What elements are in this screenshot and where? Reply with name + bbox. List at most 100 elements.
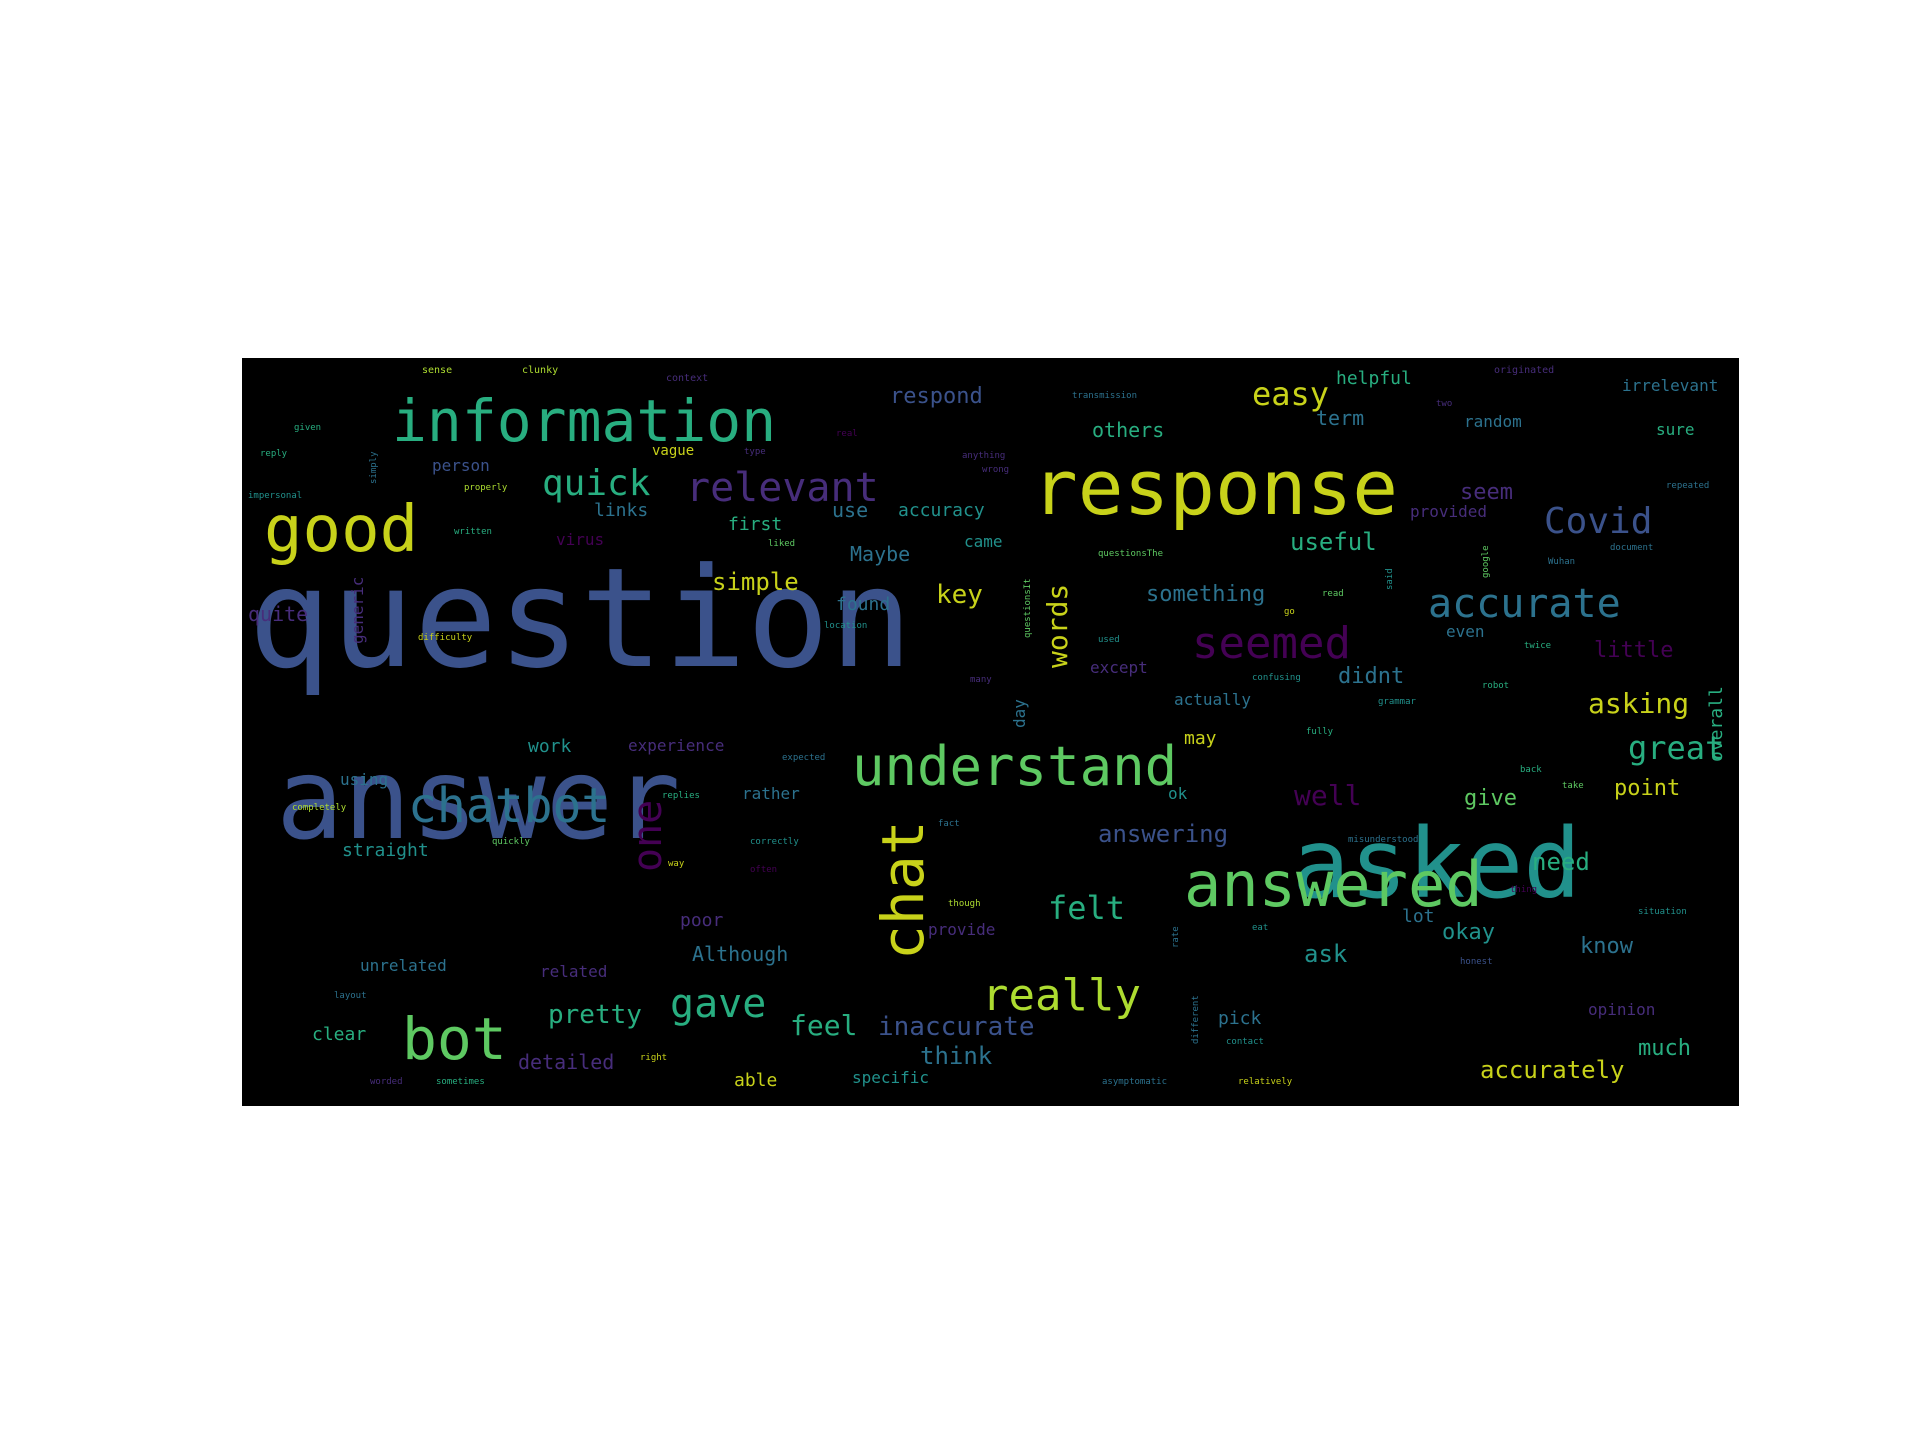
word-information: information	[392, 387, 777, 455]
word-well: well	[1294, 779, 1362, 812]
word-person: person	[432, 456, 490, 475]
word-grammar: grammar	[1378, 697, 1416, 707]
word-easy: easy	[1252, 375, 1330, 413]
word-read: read	[1322, 589, 1344, 599]
word-didnt: didnt	[1338, 664, 1405, 689]
word-day: day	[1010, 699, 1029, 728]
word-eat: eat	[1252, 923, 1269, 933]
word-answering: answering	[1098, 820, 1229, 848]
word-confusing: confusing	[1252, 673, 1301, 683]
word-questionsthe: questionsThe	[1098, 549, 1164, 559]
word-two: two	[1436, 399, 1453, 409]
word-great: great	[1628, 729, 1725, 767]
word-understand: understand	[852, 735, 1178, 798]
word-simply: simply	[369, 451, 379, 484]
word-even: even	[1446, 622, 1485, 641]
word-although: Although	[692, 942, 789, 966]
word-one: one	[625, 799, 671, 872]
word-anything: anything	[962, 451, 1006, 461]
word-layout: layout	[334, 991, 367, 1001]
word-know: know	[1580, 934, 1633, 959]
word-liked: liked	[768, 539, 796, 549]
word-need: need	[1532, 848, 1590, 876]
word-google: google	[1481, 545, 1491, 578]
word-accuracy: accuracy	[898, 500, 985, 521]
word-bot: bot	[402, 1005, 507, 1073]
word-may: may	[1184, 728, 1217, 749]
word-fully: fully	[1306, 727, 1334, 737]
word-clear: clear	[312, 1024, 367, 1045]
word-answered-placed: answered	[1184, 848, 1483, 921]
word-document: document	[1610, 543, 1654, 553]
word-respond: respond	[890, 384, 983, 409]
word-though: though	[948, 899, 981, 909]
word-links: links	[594, 500, 649, 521]
word-give: give	[1464, 786, 1517, 811]
word-impersonal: impersonal	[248, 491, 303, 501]
word-good: good	[264, 493, 419, 567]
word-vague: vague	[652, 443, 695, 459]
word-location: location	[824, 621, 868, 631]
word-seemed: seemed	[1192, 618, 1351, 669]
word-given: given	[294, 423, 322, 433]
word-accurate: accurate	[1428, 581, 1621, 627]
word-came: came	[964, 532, 1003, 551]
word-originated: originated	[1494, 365, 1555, 376]
word-opinion: opinion	[1588, 1000, 1656, 1019]
word-cloud: question answer asked response informati…	[242, 358, 1739, 1106]
word-chat: chat	[869, 820, 937, 960]
word-take: take	[1562, 781, 1584, 791]
word-pretty: pretty	[548, 1000, 642, 1030]
word-repeated: repeated	[1666, 481, 1710, 491]
word-used: used	[1098, 635, 1120, 645]
word-many: many	[970, 675, 992, 685]
word-able: able	[734, 1070, 778, 1091]
word-difficulty: difficulty	[418, 633, 473, 643]
word-related: related	[540, 962, 608, 981]
word-virus: virus	[556, 530, 605, 549]
word-twice: twice	[1524, 641, 1552, 651]
word-specific: specific	[852, 1068, 930, 1087]
word-irrelevant: irrelevant	[1622, 376, 1719, 395]
word-key: key	[936, 580, 983, 610]
word-go: go	[1284, 607, 1295, 617]
word-unrelated: unrelated	[360, 956, 447, 975]
word-accurately: accurately	[1480, 1056, 1625, 1084]
word-relatively: relatively	[1238, 1077, 1293, 1087]
word-point: point	[1614, 776, 1681, 801]
word-sure: sure	[1656, 420, 1695, 439]
word-different: different	[1191, 995, 1201, 1044]
word-back: back	[1520, 765, 1542, 775]
word-really: really	[982, 970, 1141, 1021]
word-poor: poor	[680, 910, 724, 931]
word-answer: answer	[276, 735, 681, 865]
word-written: written	[454, 527, 492, 537]
word-actually: actually	[1174, 690, 1252, 709]
word-thing: thing	[1510, 885, 1538, 895]
word-correctly: correctly	[750, 837, 799, 847]
word-using: using	[340, 770, 389, 789]
word-situation: situation	[1638, 907, 1687, 917]
word-pick: pick	[1218, 1008, 1262, 1029]
word-straight: straight	[342, 840, 429, 861]
word-rate: rate	[1171, 926, 1181, 948]
word-seem: seem	[1460, 480, 1513, 505]
word-fact: fact	[938, 819, 960, 829]
word-properly: properly	[464, 483, 508, 493]
word-contact: contact	[1226, 1037, 1264, 1047]
word-detailed: detailed	[518, 1050, 615, 1074]
word-robot: robot	[1482, 681, 1510, 691]
word-feel: feel	[790, 1009, 858, 1042]
word-gave: gave	[670, 981, 767, 1027]
word-okay: okay	[1442, 920, 1495, 945]
word-worded: worded	[370, 1077, 403, 1087]
word-random: random	[1464, 412, 1522, 431]
word-often: often	[750, 865, 778, 875]
word-inaccurate: inaccurate	[878, 1012, 1035, 1042]
word-covid: Covid	[1544, 501, 1653, 542]
word-relevant: relevant	[686, 465, 879, 511]
word-overall: overall	[1706, 686, 1727, 762]
word-sometimes: sometimes	[436, 1077, 485, 1087]
word-quick: quick	[542, 463, 651, 504]
word-except: except	[1090, 658, 1148, 677]
